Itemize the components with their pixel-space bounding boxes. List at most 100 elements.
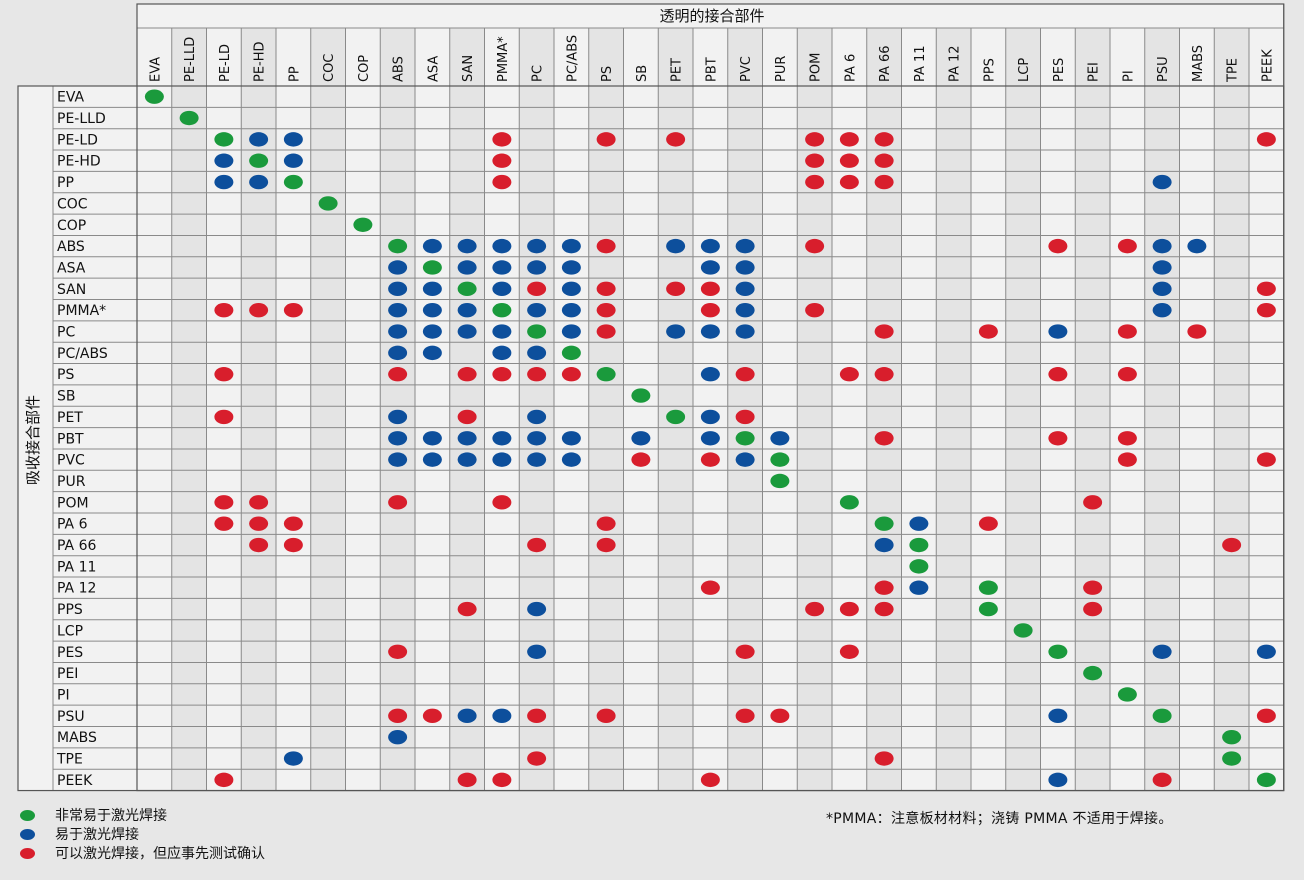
compat-dot-b	[492, 708, 512, 724]
row-label: PE-LLD	[57, 111, 106, 127]
column-label: SB	[635, 65, 650, 82]
compat-dot-r	[561, 367, 581, 382]
column-shade	[658, 28, 693, 791]
compat-dot-r	[527, 708, 547, 724]
compat-dot-b	[561, 281, 581, 297]
legend-item-blue: 易于激光焊接	[20, 825, 265, 843]
column-shade	[449, 28, 485, 791]
row-label: PA 11	[57, 559, 96, 575]
compat-dot-r	[457, 772, 477, 788]
compat-dot-g	[1222, 751, 1242, 766]
compat-dot-b	[388, 260, 408, 275]
compat-dot-b	[561, 238, 581, 254]
compat-dot-r	[492, 132, 512, 147]
compat-dot-b	[666, 238, 686, 254]
compat-dot-r	[700, 452, 720, 467]
compat-dot-r	[596, 537, 616, 553]
compat-dot-g	[596, 367, 616, 382]
compat-dot-r	[839, 644, 859, 659]
compat-dot-b	[561, 260, 581, 275]
compat-dot-b	[1187, 238, 1207, 254]
column-label: PA 66	[878, 45, 893, 82]
column-label: PA 12	[948, 45, 963, 82]
compat-dot-b	[874, 537, 894, 553]
compat-dot-r	[700, 281, 720, 297]
compat-dot-r	[631, 452, 651, 467]
compat-dot-g	[770, 452, 790, 467]
row-label: PC/ABS	[57, 346, 108, 362]
compat-dot-b	[457, 238, 477, 254]
compat-dot-r	[874, 132, 894, 147]
row-label: PVC	[57, 453, 85, 469]
compat-dot-r	[1048, 238, 1068, 254]
data-dots	[144, 89, 1276, 788]
compat-dot-r	[874, 153, 894, 168]
compat-dot-g	[978, 601, 998, 617]
compat-dot-b	[527, 431, 547, 446]
compat-dot-r	[492, 174, 512, 190]
column-label: PP	[287, 66, 302, 82]
row-label: PA 66	[57, 538, 96, 554]
table-frame	[17, 85, 1285, 792]
column-label: PC/ABS	[565, 35, 580, 82]
compat-dot-g	[144, 89, 164, 104]
compat-dot-r	[492, 153, 512, 168]
compat-dot-r	[839, 174, 859, 190]
compat-dot-g	[179, 110, 199, 126]
legend-dot-red	[20, 847, 35, 859]
compat-dot-r	[457, 409, 477, 425]
compat-dot-r	[700, 580, 720, 595]
compat-dot-r	[1117, 238, 1137, 254]
compat-dot-r	[874, 367, 894, 382]
compat-dot-r	[1083, 495, 1103, 510]
compat-dot-b	[457, 260, 477, 275]
compat-dot-r	[249, 302, 269, 318]
compat-dot-g	[631, 388, 651, 403]
compat-dot-g	[666, 409, 686, 425]
legend-item-red: 可以激光焊接，但应事先测试确认	[20, 844, 265, 862]
compat-dot-b	[214, 153, 234, 168]
column-label: PSU	[1156, 56, 1171, 82]
compat-dot-r	[700, 772, 720, 788]
compat-dot-b	[527, 238, 547, 254]
compat-dot-r	[1048, 367, 1068, 382]
compat-dot-b	[492, 260, 512, 275]
compat-dot-r	[457, 367, 477, 382]
compat-dot-r	[666, 132, 686, 147]
compat-dot-g	[909, 559, 929, 574]
compat-dot-r	[874, 174, 894, 190]
compat-dot-r	[527, 751, 547, 766]
column-label: POM	[809, 53, 824, 82]
row-label: PPS	[57, 602, 83, 618]
compat-dot-b	[527, 452, 547, 467]
compat-dot-r	[249, 537, 269, 553]
compat-dot-r	[805, 132, 825, 147]
compat-dot-r	[805, 302, 825, 318]
compat-dot-r	[1083, 580, 1103, 595]
column-shade	[727, 28, 763, 791]
column-label: PS	[600, 66, 615, 82]
compat-dot-r	[874, 580, 894, 595]
compat-dot-r	[388, 644, 408, 659]
compat-dot-r	[700, 302, 720, 318]
compat-dot-r	[805, 174, 825, 190]
compat-dot-r	[1256, 302, 1276, 318]
row-label: ASA	[57, 260, 86, 276]
legend-dot-blue	[20, 828, 35, 840]
compat-dot-b	[388, 302, 408, 318]
compat-dot-r	[770, 708, 790, 724]
compat-dot-g	[839, 495, 859, 510]
compat-dot-r	[492, 367, 512, 382]
row-label: PBT	[57, 431, 84, 447]
compat-dot-r	[214, 772, 234, 788]
compat-dot-r	[596, 516, 616, 531]
row-label: PA 6	[57, 517, 88, 533]
row-label: PE-HD	[57, 154, 101, 170]
column-label: PI	[1121, 70, 1136, 82]
legend-label-blue: 易于激光焊接	[55, 827, 139, 843]
compat-dot-b	[735, 324, 755, 339]
compat-dot-g	[353, 217, 373, 232]
compat-dot-b	[492, 281, 512, 297]
compat-dot-b	[492, 345, 512, 361]
compat-dot-r	[388, 495, 408, 510]
